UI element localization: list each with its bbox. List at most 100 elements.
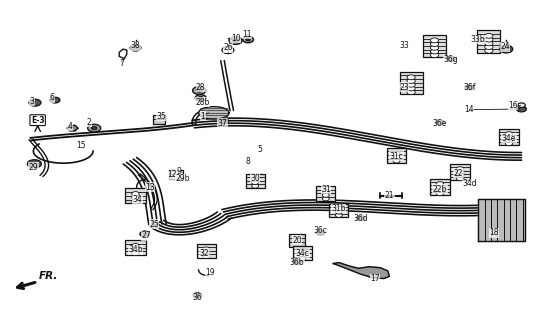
Text: 36c: 36c xyxy=(313,226,328,235)
Circle shape xyxy=(140,231,150,237)
Circle shape xyxy=(435,120,444,125)
Bar xyxy=(329,204,348,217)
Circle shape xyxy=(246,38,251,41)
Bar xyxy=(423,35,446,57)
Circle shape xyxy=(193,293,202,298)
Text: 21: 21 xyxy=(385,191,394,200)
Polygon shape xyxy=(198,107,229,119)
Text: 36e: 36e xyxy=(433,119,447,128)
Circle shape xyxy=(252,180,258,185)
Circle shape xyxy=(431,45,439,50)
Text: 36b: 36b xyxy=(289,258,304,267)
Text: 34c: 34c xyxy=(295,250,310,259)
Circle shape xyxy=(431,49,439,54)
Text: 11: 11 xyxy=(242,30,252,39)
Circle shape xyxy=(407,82,415,87)
Text: 28: 28 xyxy=(196,83,205,92)
Bar xyxy=(289,234,305,247)
Text: 38: 38 xyxy=(131,41,140,51)
Circle shape xyxy=(456,170,464,174)
Circle shape xyxy=(431,42,439,46)
Text: 19: 19 xyxy=(205,268,215,277)
Bar xyxy=(429,179,450,195)
Bar xyxy=(154,115,166,124)
Circle shape xyxy=(252,177,258,181)
Circle shape xyxy=(130,45,141,51)
Circle shape xyxy=(505,135,513,139)
Text: 20: 20 xyxy=(292,236,302,245)
Text: 28b: 28b xyxy=(196,98,210,107)
Polygon shape xyxy=(67,125,78,131)
Circle shape xyxy=(518,103,525,108)
Circle shape xyxy=(299,253,306,257)
Bar xyxy=(125,240,146,255)
Text: 35: 35 xyxy=(156,112,166,121)
Bar xyxy=(499,129,519,145)
Circle shape xyxy=(299,249,306,253)
Circle shape xyxy=(500,45,513,53)
Circle shape xyxy=(203,247,210,251)
Text: 31b: 31b xyxy=(331,204,346,213)
Circle shape xyxy=(393,159,400,163)
Circle shape xyxy=(436,182,444,186)
Circle shape xyxy=(132,199,139,204)
Circle shape xyxy=(436,188,444,192)
Text: 10: 10 xyxy=(231,34,240,43)
Text: 33: 33 xyxy=(399,41,409,51)
Circle shape xyxy=(485,34,493,38)
Polygon shape xyxy=(478,199,525,241)
Circle shape xyxy=(192,87,205,94)
Text: 23: 23 xyxy=(399,83,409,92)
Circle shape xyxy=(299,256,306,260)
Bar xyxy=(246,173,265,188)
Text: 5: 5 xyxy=(257,145,262,154)
Circle shape xyxy=(222,47,234,53)
Text: 27: 27 xyxy=(142,231,151,240)
Bar xyxy=(399,72,422,94)
Circle shape xyxy=(505,141,513,146)
Text: 34d: 34d xyxy=(462,180,476,188)
Text: 15: 15 xyxy=(76,141,86,150)
Text: 2: 2 xyxy=(87,118,91,127)
Text: 7: 7 xyxy=(119,59,124,68)
Circle shape xyxy=(335,213,342,217)
Circle shape xyxy=(91,126,97,130)
Text: 12: 12 xyxy=(167,171,177,180)
Bar xyxy=(450,164,470,180)
Text: 31c: 31c xyxy=(390,152,403,161)
Circle shape xyxy=(456,173,464,178)
Text: 1: 1 xyxy=(201,112,205,121)
Circle shape xyxy=(485,45,493,50)
Circle shape xyxy=(203,254,210,258)
Text: 29b: 29b xyxy=(175,174,190,183)
Text: 31: 31 xyxy=(321,185,331,194)
Circle shape xyxy=(505,138,513,142)
Circle shape xyxy=(132,244,139,248)
Circle shape xyxy=(407,86,415,91)
Text: 17: 17 xyxy=(370,274,379,283)
Text: 25: 25 xyxy=(149,220,159,229)
Circle shape xyxy=(407,79,415,84)
Text: 24: 24 xyxy=(500,42,510,52)
Text: 22b: 22b xyxy=(433,185,447,194)
Text: 34b: 34b xyxy=(128,245,143,254)
Text: 3: 3 xyxy=(30,97,35,106)
Circle shape xyxy=(196,89,202,92)
Text: 4: 4 xyxy=(67,122,72,131)
Circle shape xyxy=(517,106,526,112)
Text: 29: 29 xyxy=(28,163,38,172)
Circle shape xyxy=(446,56,455,61)
Bar xyxy=(293,246,312,260)
Bar xyxy=(387,148,406,163)
Text: 22: 22 xyxy=(453,169,463,178)
Text: 36g: 36g xyxy=(444,55,458,64)
Text: 36f: 36f xyxy=(463,83,476,92)
Circle shape xyxy=(132,247,139,252)
Text: 37: 37 xyxy=(217,119,227,128)
Circle shape xyxy=(505,132,513,136)
Circle shape xyxy=(322,190,329,194)
Text: 34: 34 xyxy=(133,195,143,204)
Circle shape xyxy=(27,160,41,168)
Circle shape xyxy=(431,38,439,43)
Bar xyxy=(197,244,216,258)
